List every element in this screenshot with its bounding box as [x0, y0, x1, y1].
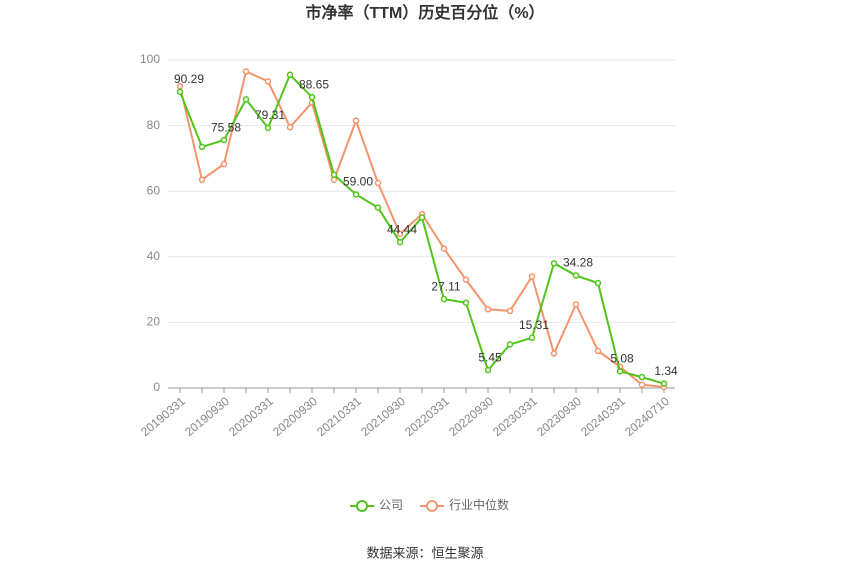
- legend-marker: [426, 500, 438, 512]
- point: [440, 245, 448, 252]
- x-tick-label: 20240710: [622, 394, 672, 439]
- point: [220, 160, 228, 168]
- x-tick-label: 20230331: [490, 394, 540, 439]
- point: [286, 123, 294, 131]
- data-label: 5.45: [478, 350, 502, 364]
- data-label: 59.00: [343, 175, 373, 189]
- point: [242, 96, 250, 103]
- x-tick-label: 20200930: [270, 394, 320, 439]
- x-tick-label: 20240331: [578, 394, 628, 439]
- x-tick-label: 20190331: [138, 394, 188, 439]
- point: [484, 366, 492, 374]
- point: [352, 191, 360, 198]
- y-tick-label: 80: [147, 118, 161, 132]
- point: [308, 93, 316, 101]
- x-tick-label: 20210331: [314, 394, 364, 439]
- point: [330, 171, 338, 179]
- y-tick-label: 20: [147, 315, 161, 329]
- y-tick-label: 0: [153, 380, 160, 394]
- data-label: 90.29: [174, 72, 204, 86]
- point: [352, 117, 360, 124]
- y-tick-label: 60: [147, 183, 161, 197]
- x-tick-label: 20210930: [358, 394, 408, 439]
- data-label: 75.58: [211, 120, 241, 134]
- x-tick-label: 20220331: [402, 394, 452, 439]
- point: [220, 136, 228, 144]
- point: [462, 276, 470, 284]
- data-label: 79.31: [255, 108, 285, 122]
- point: [374, 179, 382, 187]
- point: [550, 350, 558, 357]
- point: [396, 230, 404, 238]
- x-tick-label: 20200331: [226, 394, 276, 439]
- data-label: 5.08: [610, 352, 634, 366]
- point: [286, 71, 294, 79]
- x-tick-label: 20190930: [182, 394, 232, 439]
- point: [264, 124, 272, 132]
- point: [264, 78, 272, 85]
- point: [462, 299, 470, 306]
- point: [418, 214, 426, 221]
- chart-title: 市净率（TTM）历史百分位（%）: [305, 3, 544, 22]
- point: [572, 301, 580, 308]
- legend-label: 公司: [379, 498, 403, 512]
- point: [198, 143, 206, 151]
- data-label: 88.65: [299, 77, 329, 91]
- point: [176, 88, 184, 96]
- point: [572, 272, 580, 279]
- point: [374, 204, 382, 211]
- point: [550, 260, 558, 267]
- point: [638, 373, 646, 381]
- point: [528, 273, 536, 280]
- data-label: 34.28: [563, 256, 593, 270]
- source: 数据来源：恒生聚源: [366, 545, 483, 560]
- series-line: [179, 70, 665, 389]
- point: [528, 334, 536, 342]
- data-label: 15.31: [519, 318, 549, 332]
- point: [594, 279, 602, 287]
- legend-marker: [356, 500, 368, 512]
- point: [198, 176, 206, 183]
- data-label: 27.11: [431, 279, 460, 293]
- y-tick-label: 40: [147, 249, 161, 263]
- point: [594, 347, 602, 355]
- y-tick-label: 100: [140, 52, 160, 66]
- point: [506, 341, 514, 348]
- data-label: 1.34: [654, 364, 678, 378]
- point: [440, 295, 448, 303]
- data-label: 44.44: [387, 222, 417, 236]
- point: [242, 68, 250, 75]
- point: [616, 368, 624, 375]
- point: [396, 238, 404, 246]
- x-tick-label: 20230930: [534, 394, 584, 439]
- point: [660, 380, 668, 387]
- point: [638, 381, 646, 388]
- legend-label: 行业中位数: [449, 497, 509, 512]
- point: [506, 307, 514, 315]
- x-tick-label: 20220930: [446, 394, 496, 439]
- point: [484, 306, 492, 313]
